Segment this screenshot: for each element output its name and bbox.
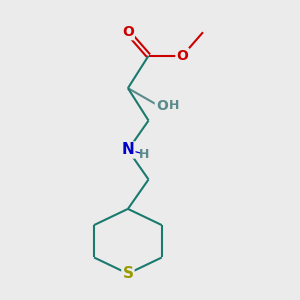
Text: S: S (122, 266, 134, 281)
Text: O: O (122, 25, 134, 39)
Text: H: H (139, 148, 149, 161)
Text: O: O (176, 49, 188, 63)
Text: N: N (122, 142, 134, 158)
Text: O: O (156, 99, 168, 113)
Text: H: H (169, 99, 179, 112)
